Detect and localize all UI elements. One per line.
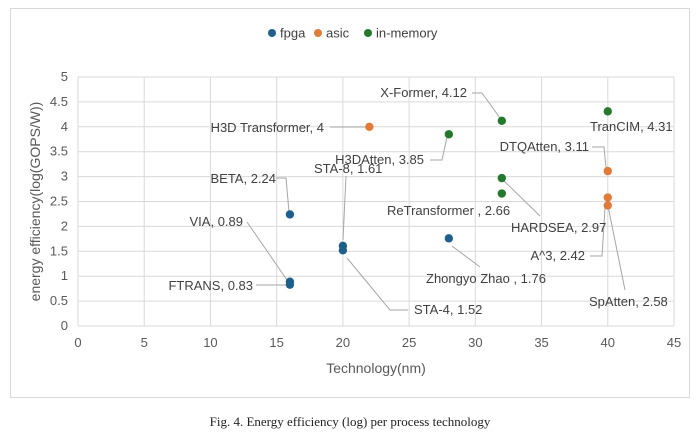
x-tick-label: 30 bbox=[468, 335, 482, 350]
x-axis-title: Technology(nm) bbox=[326, 360, 426, 376]
legend-label: asic bbox=[326, 26, 350, 41]
fpga-point bbox=[286, 210, 294, 218]
fpga-point bbox=[286, 280, 294, 288]
y-tick-label: 0 bbox=[61, 318, 68, 333]
label-leader-line bbox=[343, 176, 346, 240]
legend-marker bbox=[314, 29, 322, 37]
data-label: SpAtten, 2.58 bbox=[589, 294, 668, 309]
fpga-point bbox=[445, 234, 453, 242]
y-tick-label: 2 bbox=[61, 218, 68, 233]
data-label: ReTransformer , 2.66 bbox=[387, 203, 510, 218]
data-label: X-Former, 4.12 bbox=[380, 85, 467, 100]
x-tick-label: 25 bbox=[402, 335, 416, 350]
label-leader-line bbox=[472, 93, 500, 118]
asic-point bbox=[365, 123, 373, 131]
legend-label: in-memory bbox=[376, 26, 438, 41]
y-tick-label: 4 bbox=[61, 119, 68, 134]
data-label: STA-4, 1.52 bbox=[414, 302, 482, 317]
in-memory-point bbox=[604, 107, 612, 115]
y-tick-label: 5 bbox=[61, 69, 68, 84]
data-label: BETA, 2.24 bbox=[210, 171, 276, 186]
label-leader-line bbox=[347, 258, 408, 310]
label-leader-line bbox=[276, 178, 289, 212]
x-tick-label: 35 bbox=[534, 335, 548, 350]
data-label: TranCIM, 4.31 bbox=[590, 119, 673, 134]
scatter-chart: 0 0.5 1 1.5 2 2.5 3 3.5 4 4.5 5 0 5 10 15 20 25 30 35 40 45 T… bbox=[0, 0, 700, 410]
legend-marker bbox=[268, 29, 276, 37]
in-memory-point bbox=[498, 189, 506, 197]
legend-label: fpga bbox=[280, 26, 306, 41]
x-tick-label: 15 bbox=[269, 335, 283, 350]
x-tick-label: 40 bbox=[601, 335, 615, 350]
legend-marker bbox=[364, 29, 372, 37]
asic-point bbox=[604, 201, 612, 209]
in-memory-point bbox=[498, 174, 506, 182]
data-label: FTRANS, 0.83 bbox=[168, 278, 253, 293]
y-axis-title: energy efficiency(log(GOPS/W)) bbox=[27, 102, 43, 302]
y-tick-label: 2.5 bbox=[50, 194, 68, 209]
y-tick-label: 1.5 bbox=[50, 243, 68, 258]
asic-point bbox=[604, 193, 612, 201]
label-leader-line bbox=[430, 137, 447, 160]
data-label: A^3, 2.42 bbox=[530, 248, 585, 263]
label-leader-line bbox=[592, 147, 606, 168]
y-tick-label: 0.5 bbox=[50, 293, 68, 308]
label-leader-line bbox=[608, 206, 625, 290]
figure-caption: Fig. 4. Energy efficiency (log) per proc… bbox=[0, 414, 700, 430]
x-tick-label: 10 bbox=[203, 335, 217, 350]
asic-point bbox=[604, 167, 612, 175]
data-label: HARDSEA, 2.97 bbox=[511, 220, 606, 235]
data-label: Zhongyo Zhao , 1.76 bbox=[426, 271, 546, 286]
x-tick-label: 5 bbox=[141, 335, 148, 350]
y-tick-label: 4.5 bbox=[50, 94, 68, 109]
data-label: DTQAtten, 3.11 bbox=[500, 139, 589, 154]
data-label: H3DAtten, 3.85 bbox=[335, 152, 424, 167]
x-tick-label: 20 bbox=[336, 335, 350, 350]
y-tick-label: 1 bbox=[61, 268, 68, 283]
in-memory-point bbox=[498, 117, 506, 125]
data-label: VIA, 0.89 bbox=[190, 214, 243, 229]
in-memory-point bbox=[445, 130, 453, 138]
y-tick-label: 3 bbox=[61, 169, 68, 184]
x-tick-label: 45 bbox=[667, 335, 681, 350]
y-tick-label: 3.5 bbox=[50, 144, 68, 159]
fpga-point bbox=[339, 246, 347, 254]
x-tick-label: 0 bbox=[74, 335, 81, 350]
data-label: H3D Transformer, 4 bbox=[211, 120, 324, 135]
